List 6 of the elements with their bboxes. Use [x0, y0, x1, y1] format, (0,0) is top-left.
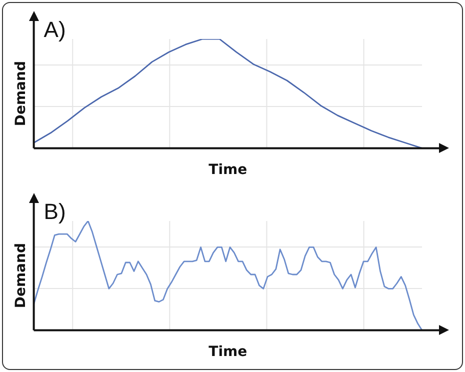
y-axis-title: Demand — [13, 61, 30, 126]
x-axis-title: Time — [208, 344, 248, 360]
x-axis-title: Time — [208, 162, 248, 178]
chart-title: A) — [44, 17, 66, 42]
y-axis-title: Demand — [13, 243, 30, 308]
chart-title: B) — [44, 199, 66, 224]
